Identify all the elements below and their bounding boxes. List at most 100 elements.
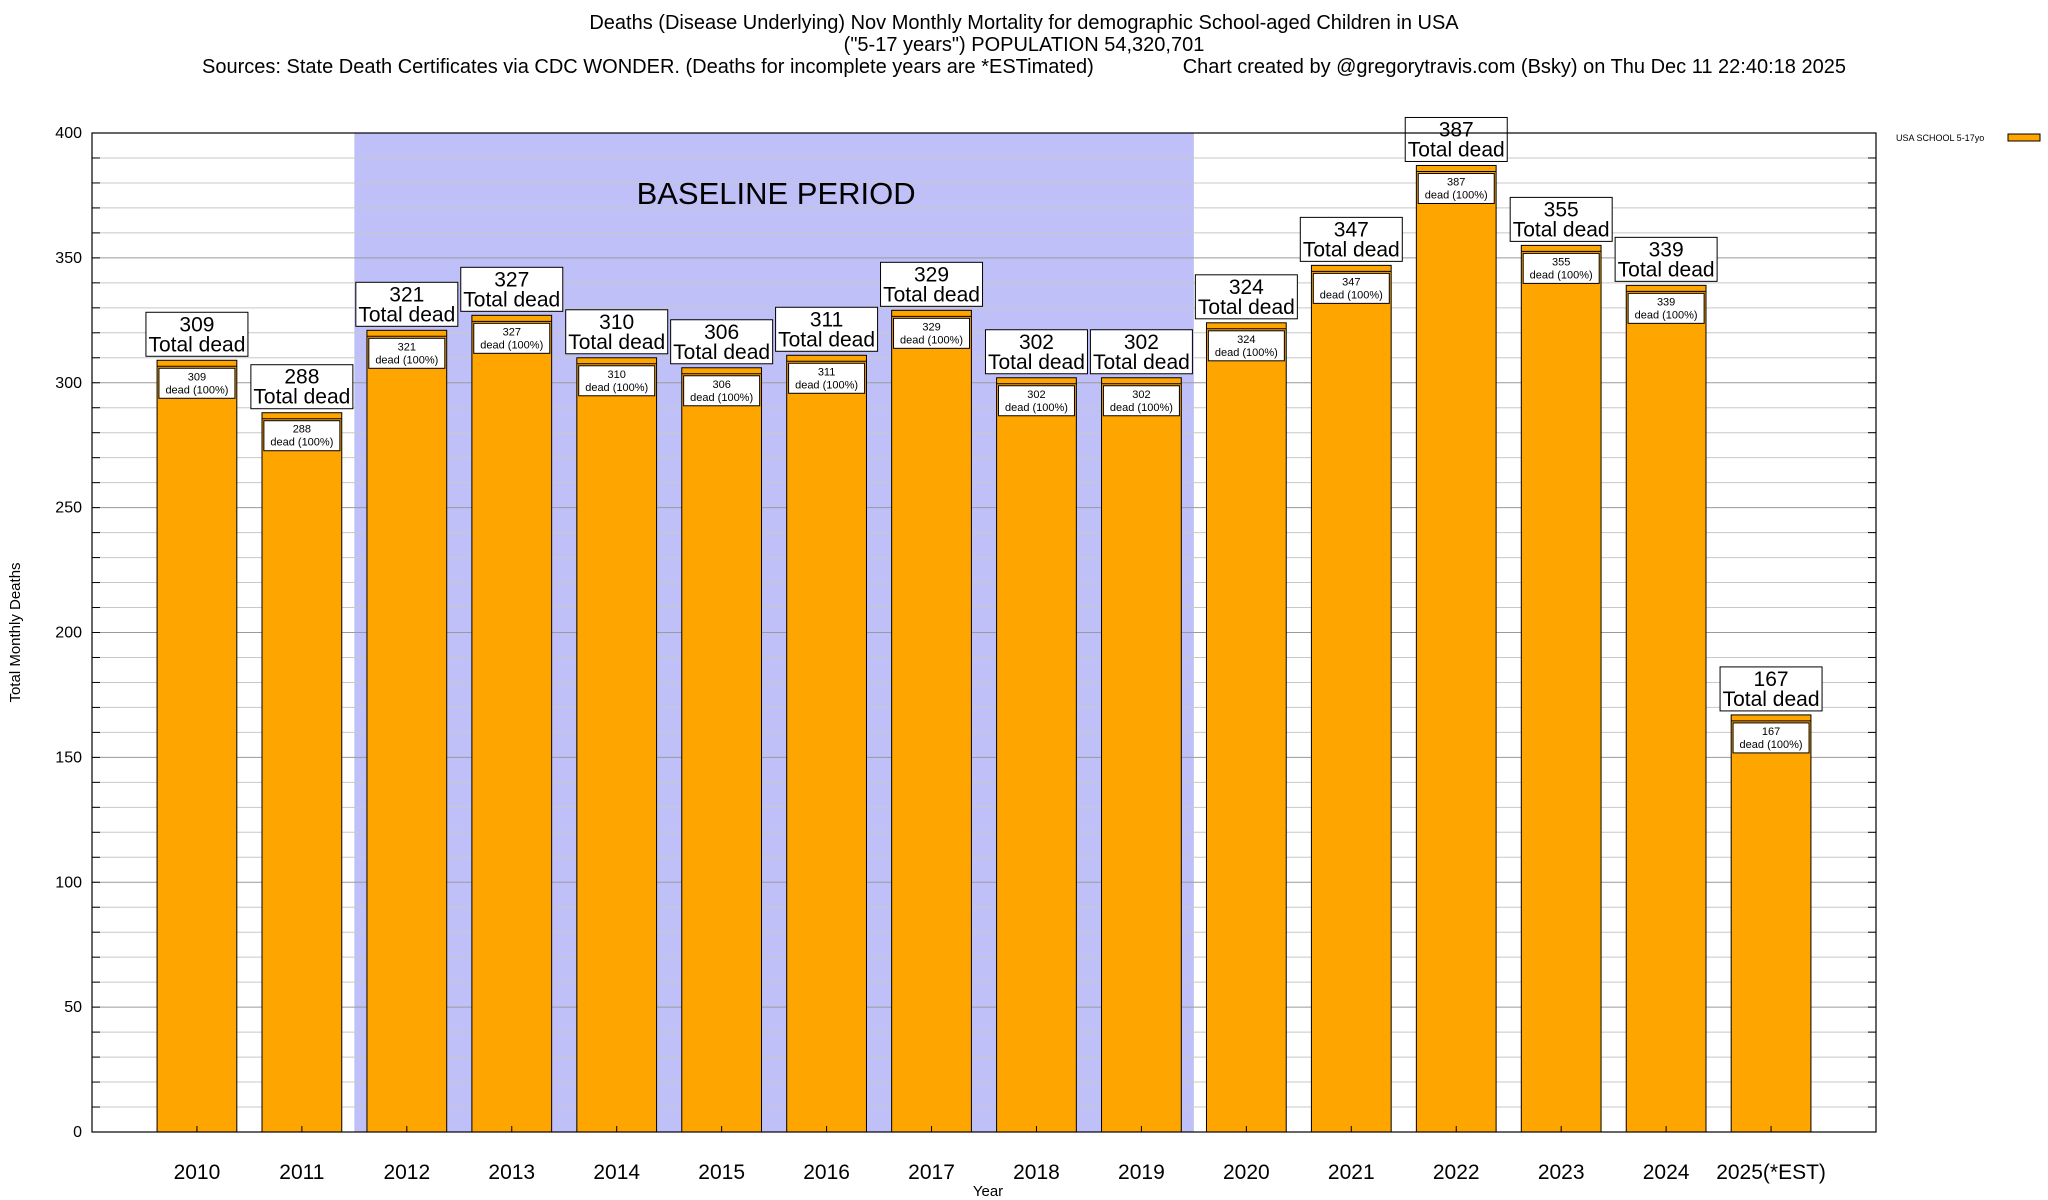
total-label-text: Total dead bbox=[463, 288, 560, 311]
total-label-value: 329 bbox=[914, 263, 949, 286]
inner-label-text: dead (100%) bbox=[480, 339, 543, 351]
y-axis-title: Total Monthly Deaths bbox=[7, 562, 24, 702]
total-label-value: 288 bbox=[284, 366, 319, 389]
total-label-text: Total dead bbox=[148, 333, 245, 356]
total-label-box bbox=[880, 261, 984, 307]
title-line-3: Sources: State Death Certificates via CD… bbox=[202, 56, 1846, 78]
total-label-box bbox=[1719, 666, 1823, 712]
total-label-text: Total dead bbox=[1513, 218, 1610, 241]
x-tick-label: 2016 bbox=[803, 1161, 850, 1184]
x-axis-title: Year bbox=[973, 1183, 1003, 1200]
bar bbox=[996, 377, 1077, 1133]
y-tick-label: 200 bbox=[55, 625, 82, 642]
inner-label-box bbox=[1627, 292, 1705, 324]
inner-label-text: dead (100%) bbox=[795, 379, 858, 391]
inner-label-value: 355 bbox=[1552, 256, 1570, 268]
inner-label-box bbox=[578, 365, 656, 397]
total-label-value: 387 bbox=[1439, 118, 1474, 141]
x-tick-label: 2025(*EST) bbox=[1716, 1161, 1826, 1184]
inner-label-box bbox=[1102, 385, 1180, 417]
total-label-box bbox=[984, 329, 1088, 375]
inner-label-value: 329 bbox=[922, 321, 940, 333]
inner-label-box bbox=[893, 317, 971, 349]
inner-label-box bbox=[683, 375, 761, 407]
total-label-text: Total dead bbox=[253, 386, 350, 409]
inner-label-box bbox=[368, 337, 446, 369]
inner-label-value: 167 bbox=[1762, 726, 1780, 738]
total-label-text: Total dead bbox=[568, 331, 665, 354]
x-tick-label: 2013 bbox=[488, 1161, 535, 1184]
total-label-value: 311 bbox=[810, 308, 843, 331]
inner-label-value: 347 bbox=[1342, 276, 1360, 288]
inner-label-value: 339 bbox=[1657, 296, 1675, 308]
legend-swatch bbox=[2007, 133, 2041, 142]
x-tick-label: 2017 bbox=[908, 1161, 955, 1184]
plot-frame bbox=[91, 132, 1877, 1133]
total-label-box bbox=[565, 309, 669, 355]
total-label-box bbox=[775, 306, 879, 352]
chart-title: Deaths (Disease Underlying) Nov Monthly … bbox=[0, 12, 2048, 78]
bar bbox=[471, 314, 553, 1133]
x-tick-label: 2018 bbox=[1013, 1161, 1060, 1184]
total-label-box bbox=[250, 364, 354, 410]
total-label-value: 327 bbox=[494, 268, 529, 291]
total-label-box bbox=[145, 311, 249, 357]
y-tick-label: 150 bbox=[55, 749, 82, 766]
total-label-value: 302 bbox=[1124, 331, 1159, 354]
inner-label-box bbox=[1417, 172, 1495, 204]
inner-label-box bbox=[1312, 272, 1390, 304]
bar bbox=[261, 412, 343, 1133]
total-label-value: 306 bbox=[704, 321, 739, 344]
inner-label-text: dead (100%) bbox=[1740, 739, 1803, 751]
inner-label-text: dead (100%) bbox=[900, 334, 963, 346]
inner-label-value: 311 bbox=[818, 366, 836, 378]
inner-label-value: 321 bbox=[398, 341, 416, 353]
total-label-box bbox=[1089, 329, 1193, 375]
inner-label-text: dead (100%) bbox=[1530, 269, 1593, 281]
inner-label-text: dead (100%) bbox=[690, 392, 753, 404]
inner-label-box bbox=[1522, 252, 1600, 284]
y-tick-label: 100 bbox=[55, 874, 82, 891]
inner-label-value: 302 bbox=[1132, 389, 1150, 401]
inner-label-text: dead (100%) bbox=[1425, 189, 1488, 201]
total-label-value: 302 bbox=[1019, 331, 1054, 354]
inner-label-value: 387 bbox=[1447, 176, 1465, 188]
x-tick-label: 2023 bbox=[1538, 1161, 1585, 1184]
bar bbox=[156, 359, 238, 1133]
x-tick-label: 2020 bbox=[1223, 1161, 1270, 1184]
total-label-value: 324 bbox=[1229, 276, 1264, 299]
inner-label-text: dead (100%) bbox=[1110, 402, 1173, 414]
x-tick-label: 2022 bbox=[1433, 1161, 1480, 1184]
bar bbox=[1310, 264, 1392, 1133]
inner-label-value: 288 bbox=[293, 424, 311, 436]
total-label-text: Total dead bbox=[988, 351, 1085, 374]
baseline-period-label: BASELINE PERIOD bbox=[637, 176, 916, 211]
total-label-box bbox=[1509, 196, 1613, 242]
inner-label-value: 302 bbox=[1027, 389, 1045, 401]
total-label-text: Total dead bbox=[358, 303, 455, 326]
inner-label-value: 327 bbox=[503, 326, 521, 338]
total-label-box bbox=[670, 319, 774, 365]
total-label-text: Total dead bbox=[1723, 688, 1820, 711]
total-label-box bbox=[1194, 274, 1298, 320]
bar bbox=[891, 309, 972, 1133]
inner-label-box bbox=[473, 322, 551, 354]
total-label-value: 355 bbox=[1544, 198, 1579, 221]
inner-label-value: 306 bbox=[712, 379, 730, 391]
x-tick-label: 2010 bbox=[174, 1161, 221, 1184]
legend-label: USA SCHOOL 5-17yo bbox=[1896, 133, 1984, 143]
title-line-2: ("5-17 years") POPULATION 54,320,701 bbox=[843, 34, 1205, 56]
total-label-text: Total dead bbox=[1303, 238, 1400, 261]
total-label-box bbox=[460, 266, 564, 312]
total-label-value: 321 bbox=[389, 283, 424, 306]
total-label-value: 167 bbox=[1754, 668, 1789, 691]
x-tick-label: 2011 bbox=[279, 1161, 324, 1184]
x-tick-label: 2021 bbox=[1328, 1161, 1375, 1184]
inner-label-text: dead (100%) bbox=[1320, 289, 1383, 301]
y-tick-label: 300 bbox=[55, 375, 82, 392]
bar bbox=[681, 367, 763, 1133]
inner-label-box bbox=[1207, 330, 1285, 362]
inner-label-text: dead (100%) bbox=[375, 354, 438, 366]
bar bbox=[786, 354, 867, 1133]
inner-label-value: 324 bbox=[1237, 334, 1255, 346]
